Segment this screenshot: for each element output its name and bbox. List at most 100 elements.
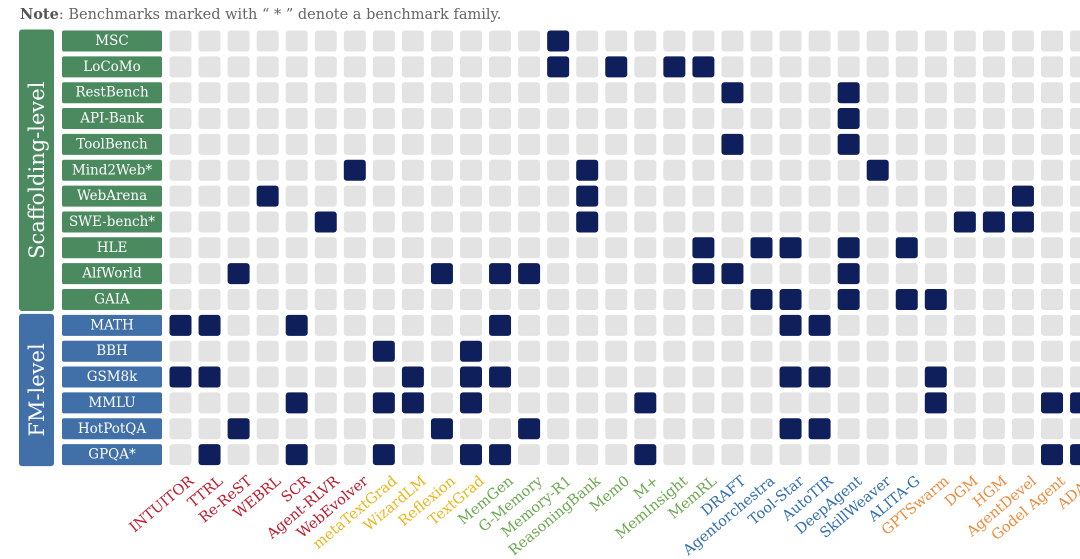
filled-cell	[169, 366, 192, 388]
empty-cell	[663, 185, 686, 207]
filled-cell	[576, 185, 599, 207]
empty-cell	[605, 418, 628, 440]
empty-cell	[169, 108, 192, 130]
empty-cell	[634, 185, 657, 207]
empty-cell	[343, 366, 366, 388]
row-label: HotPotQA	[78, 421, 146, 437]
row-label-box	[62, 444, 162, 466]
empty-cell	[227, 108, 250, 130]
filled-cell	[779, 418, 802, 440]
filled-cell	[372, 392, 395, 414]
empty-cell	[256, 289, 279, 310]
empty-cell	[663, 314, 686, 336]
empty-cell	[779, 159, 802, 181]
empty-cell	[1070, 159, 1080, 181]
empty-cell	[256, 159, 279, 181]
empty-cell	[169, 211, 192, 233]
empty-cell	[547, 133, 570, 155]
empty-cell	[605, 82, 628, 104]
empty-cell	[895, 418, 918, 440]
empty-cell	[924, 185, 947, 207]
empty-cell	[576, 392, 599, 414]
empty-cell	[401, 289, 424, 310]
empty-cell	[721, 211, 744, 233]
empty-cell	[1070, 366, 1080, 388]
empty-cell	[430, 340, 453, 362]
empty-cell	[895, 159, 918, 181]
empty-cell	[895, 211, 918, 233]
empty-cell	[1070, 82, 1080, 104]
empty-cell	[750, 314, 773, 336]
empty-cell	[692, 30, 715, 52]
filled-cell	[1041, 392, 1063, 414]
empty-cell	[982, 366, 1005, 388]
empty-cell	[227, 366, 250, 388]
empty-cell	[227, 392, 250, 414]
empty-cell	[982, 263, 1005, 285]
empty-cell	[343, 289, 366, 310]
empty-cell	[314, 392, 337, 414]
filled-cell	[692, 263, 715, 285]
filled-cell	[285, 314, 308, 336]
empty-cell	[460, 314, 482, 336]
empty-cell	[343, 133, 366, 155]
empty-cell	[198, 289, 221, 310]
empty-cell	[227, 237, 250, 259]
empty-cell	[198, 30, 221, 52]
empty-cell	[837, 366, 860, 388]
empty-cell	[285, 418, 308, 440]
filled-cell	[895, 289, 918, 310]
filled-cell	[1070, 392, 1080, 414]
empty-cell	[343, 340, 366, 362]
empty-cell	[198, 159, 221, 181]
filled-cell	[518, 418, 541, 440]
empty-cell	[721, 314, 744, 336]
empty-cell	[837, 392, 860, 414]
empty-cell	[460, 418, 482, 440]
empty-cell	[518, 237, 541, 259]
empty-cell	[489, 30, 512, 52]
empty-cell	[430, 211, 453, 233]
empty-cell	[314, 340, 337, 362]
row-label-box	[62, 366, 162, 388]
empty-cell	[169, 237, 192, 259]
empty-cell	[837, 159, 860, 181]
empty-cell	[808, 263, 831, 285]
row-label: MATH	[90, 317, 134, 333]
empty-cell	[634, 56, 657, 78]
empty-cell	[576, 108, 599, 130]
empty-cell	[169, 185, 192, 207]
empty-cell	[692, 82, 715, 104]
filled-cell	[721, 82, 744, 104]
empty-cell	[460, 159, 482, 181]
filled-cell	[430, 263, 453, 285]
empty-cell	[1070, 340, 1080, 362]
empty-cell	[634, 418, 657, 440]
filled-cell	[489, 263, 512, 285]
empty-cell	[924, 237, 947, 259]
empty-cell	[1041, 237, 1063, 259]
empty-cell	[198, 237, 221, 259]
empty-cell	[663, 289, 686, 310]
empty-cell	[547, 159, 570, 181]
empty-cell	[634, 133, 657, 155]
filled-cell	[837, 108, 860, 130]
row-label-box	[62, 392, 162, 414]
empty-cell	[256, 263, 279, 285]
empty-cell	[256, 237, 279, 259]
filled-cell	[285, 444, 308, 466]
empty-cell	[953, 30, 976, 52]
empty-cell	[401, 314, 424, 336]
filled-cell	[605, 56, 628, 78]
empty-cell	[692, 159, 715, 181]
filled-cell	[837, 82, 860, 104]
empty-cell	[430, 237, 453, 259]
empty-cell	[343, 30, 366, 52]
empty-cell	[1011, 366, 1034, 388]
empty-cell	[721, 185, 744, 207]
empty-cell	[924, 263, 947, 285]
empty-cell	[401, 444, 424, 466]
empty-cell	[430, 392, 453, 414]
filled-cell	[489, 444, 512, 466]
